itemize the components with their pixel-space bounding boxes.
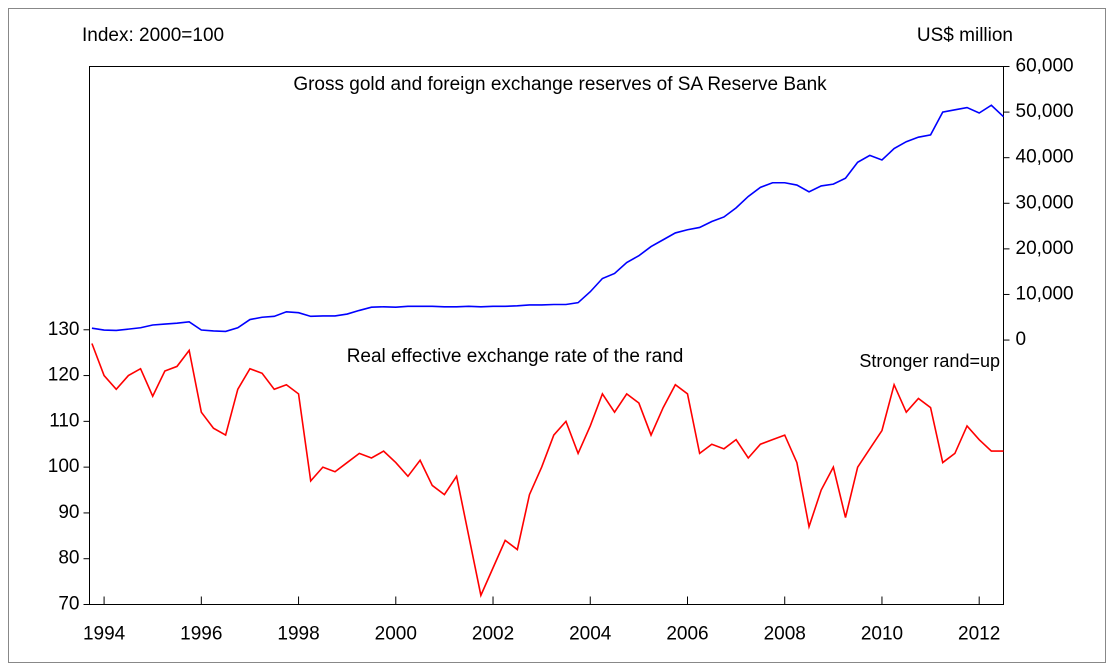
y2-tick-label: 60,000 bbox=[1016, 56, 1074, 77]
y-tick-label: 120 bbox=[48, 365, 80, 386]
outer-frame bbox=[8, 8, 1106, 663]
x-tick-label: 1998 bbox=[277, 624, 319, 645]
x-tick-label: 2010 bbox=[861, 624, 903, 645]
y2-tick-label: 40,000 bbox=[1016, 147, 1074, 168]
y-tick-label: 110 bbox=[49, 410, 79, 431]
y2-tick-label: 50,000 bbox=[1016, 101, 1074, 122]
y2-axis-label: US$ million bbox=[917, 25, 1013, 46]
y-tick-label: 100 bbox=[48, 456, 80, 477]
y-tick-label: 90 bbox=[58, 502, 79, 523]
x-tick-label: 2000 bbox=[375, 624, 417, 645]
series-line bbox=[91, 343, 1004, 598]
x-tick-label: 2002 bbox=[472, 624, 514, 645]
x-tick-label: 2012 bbox=[958, 624, 1000, 645]
annotation: Stronger rand=up bbox=[859, 351, 1000, 371]
y2-tick-label: 20,000 bbox=[1016, 238, 1074, 259]
x-tick-label: 1996 bbox=[180, 624, 222, 645]
y2-tick-label: 30,000 bbox=[1016, 192, 1074, 213]
x-tick-label: 2004 bbox=[569, 624, 612, 645]
series-label: Real effective exchange rate of the rand bbox=[347, 346, 684, 367]
y2-tick-label: 10,000 bbox=[1016, 283, 1074, 304]
y-axis-label: Index: 2000=100 bbox=[82, 25, 224, 46]
series-line bbox=[91, 104, 1005, 333]
y2-tick-label: 0 bbox=[1016, 329, 1027, 350]
plot-frame bbox=[89, 66, 1004, 605]
y-tick-label: 80 bbox=[58, 548, 79, 569]
x-tick-label: 1994 bbox=[83, 624, 126, 645]
y-tick-label: 70 bbox=[58, 594, 79, 615]
x-tick-label: 2006 bbox=[666, 624, 708, 645]
series-label: Gross gold and foreign exchange reserves… bbox=[293, 74, 827, 95]
x-tick-label: 2008 bbox=[764, 624, 806, 645]
y-tick-label: 130 bbox=[48, 319, 80, 340]
